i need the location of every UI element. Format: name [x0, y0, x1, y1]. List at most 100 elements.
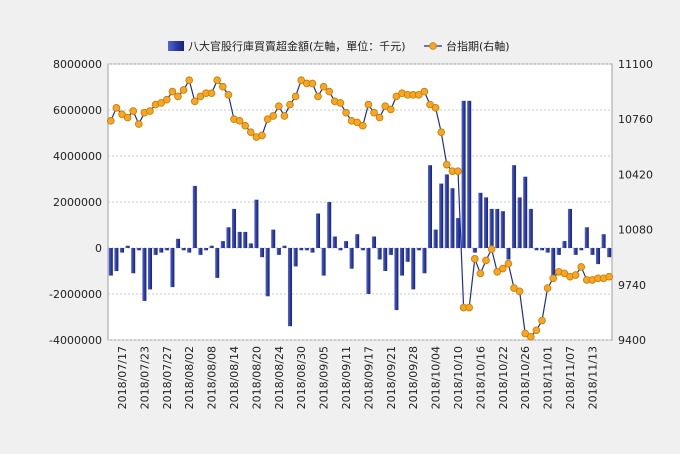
bar — [142, 248, 147, 301]
bar — [472, 248, 477, 253]
x-tick-label: 2018/09/11 — [340, 346, 353, 409]
bar — [399, 248, 405, 276]
bar — [287, 248, 293, 327]
line-point — [476, 269, 485, 278]
bar — [556, 248, 561, 255]
bar — [500, 211, 505, 248]
line-point — [196, 92, 205, 101]
line-point — [174, 92, 182, 101]
bar — [444, 174, 449, 248]
line-point — [510, 284, 518, 292]
bar — [310, 248, 315, 253]
bar — [478, 192, 483, 248]
x-tick-label: 2018/07/17 — [116, 346, 129, 409]
bar — [125, 245, 130, 248]
bar — [422, 248, 427, 274]
bar — [304, 248, 309, 251]
bar — [164, 248, 169, 251]
line-point — [560, 269, 569, 278]
bar — [483, 197, 489, 248]
line-point — [129, 107, 138, 115]
bar — [595, 248, 601, 265]
x-tick-label: 2018/09/21 — [385, 346, 398, 409]
x-tick-label: 2018/08/08 — [206, 346, 219, 409]
bar — [209, 245, 214, 248]
line-point — [314, 92, 322, 101]
bar — [360, 248, 365, 251]
bar — [131, 248, 136, 274]
bar — [159, 248, 164, 253]
line-point — [308, 79, 317, 88]
x-tick-label: 2018/09/05 — [318, 346, 331, 409]
bar — [584, 227, 589, 248]
bar — [506, 248, 511, 260]
bar — [119, 248, 125, 253]
bar — [528, 208, 533, 248]
legend-bar-swatch — [168, 41, 184, 51]
bar — [416, 248, 421, 251]
bar — [327, 202, 332, 248]
line-point — [325, 87, 334, 96]
bar — [276, 248, 281, 255]
line-point — [437, 128, 446, 136]
x-tick-label: 2018/10/16 — [474, 346, 487, 409]
bar — [321, 248, 326, 276]
bar — [259, 248, 265, 258]
left-tick-label: -4000000 — [49, 334, 102, 347]
line-point — [386, 105, 395, 114]
x-tick-label: 2018/09/28 — [407, 346, 420, 409]
bar — [192, 185, 197, 248]
line-point — [375, 113, 384, 122]
x-tick-label: 2018/10/22 — [497, 346, 510, 409]
bar — [534, 248, 539, 251]
bar — [265, 248, 270, 297]
line-point — [465, 303, 474, 312]
line-point — [538, 316, 546, 325]
line-point — [521, 329, 529, 338]
x-tick-label: 2018/08/20 — [250, 346, 263, 409]
x-tick-label: 2018/10/10 — [452, 346, 465, 409]
bar — [237, 231, 242, 248]
line-point — [414, 91, 423, 99]
legend-bar-label: 八大官股行庫買賣超金額(左軸，單位：千元) — [188, 39, 406, 53]
bar — [187, 248, 192, 253]
line-point — [191, 97, 199, 106]
x-tick-label: 2018/11/01 — [542, 346, 555, 409]
line-point — [286, 100, 294, 109]
line-point — [207, 89, 216, 98]
left-tick-label: 4000000 — [53, 150, 102, 163]
line-point — [241, 121, 250, 130]
line-point — [605, 272, 613, 281]
line-point — [269, 112, 278, 120]
bar — [545, 248, 550, 253]
bar — [215, 248, 220, 278]
bar — [539, 248, 545, 251]
right-tick-label: 10760 — [618, 113, 653, 126]
line-point — [487, 245, 496, 253]
bar — [590, 248, 595, 255]
bar — [338, 248, 343, 251]
bar — [153, 248, 158, 255]
line-point — [179, 86, 188, 94]
bar — [220, 241, 225, 248]
line-point — [498, 264, 507, 273]
x-tick-label: 2018/11/13 — [586, 346, 599, 409]
bar — [455, 218, 461, 248]
line-point — [571, 271, 580, 279]
line-point — [247, 128, 255, 136]
bar — [108, 248, 113, 276]
line-point — [168, 87, 177, 96]
bar — [377, 248, 382, 260]
line-point — [515, 287, 524, 296]
line-point — [454, 167, 462, 175]
bar — [332, 236, 337, 248]
bar — [411, 248, 416, 290]
bar — [461, 100, 466, 248]
right-tick-label: 10080 — [618, 224, 653, 237]
legend-line-label: 台指期(右軸) — [446, 39, 510, 53]
bar — [523, 176, 528, 248]
legend-line-marker — [429, 42, 437, 50]
bar — [136, 248, 141, 251]
line-point — [146, 107, 154, 115]
